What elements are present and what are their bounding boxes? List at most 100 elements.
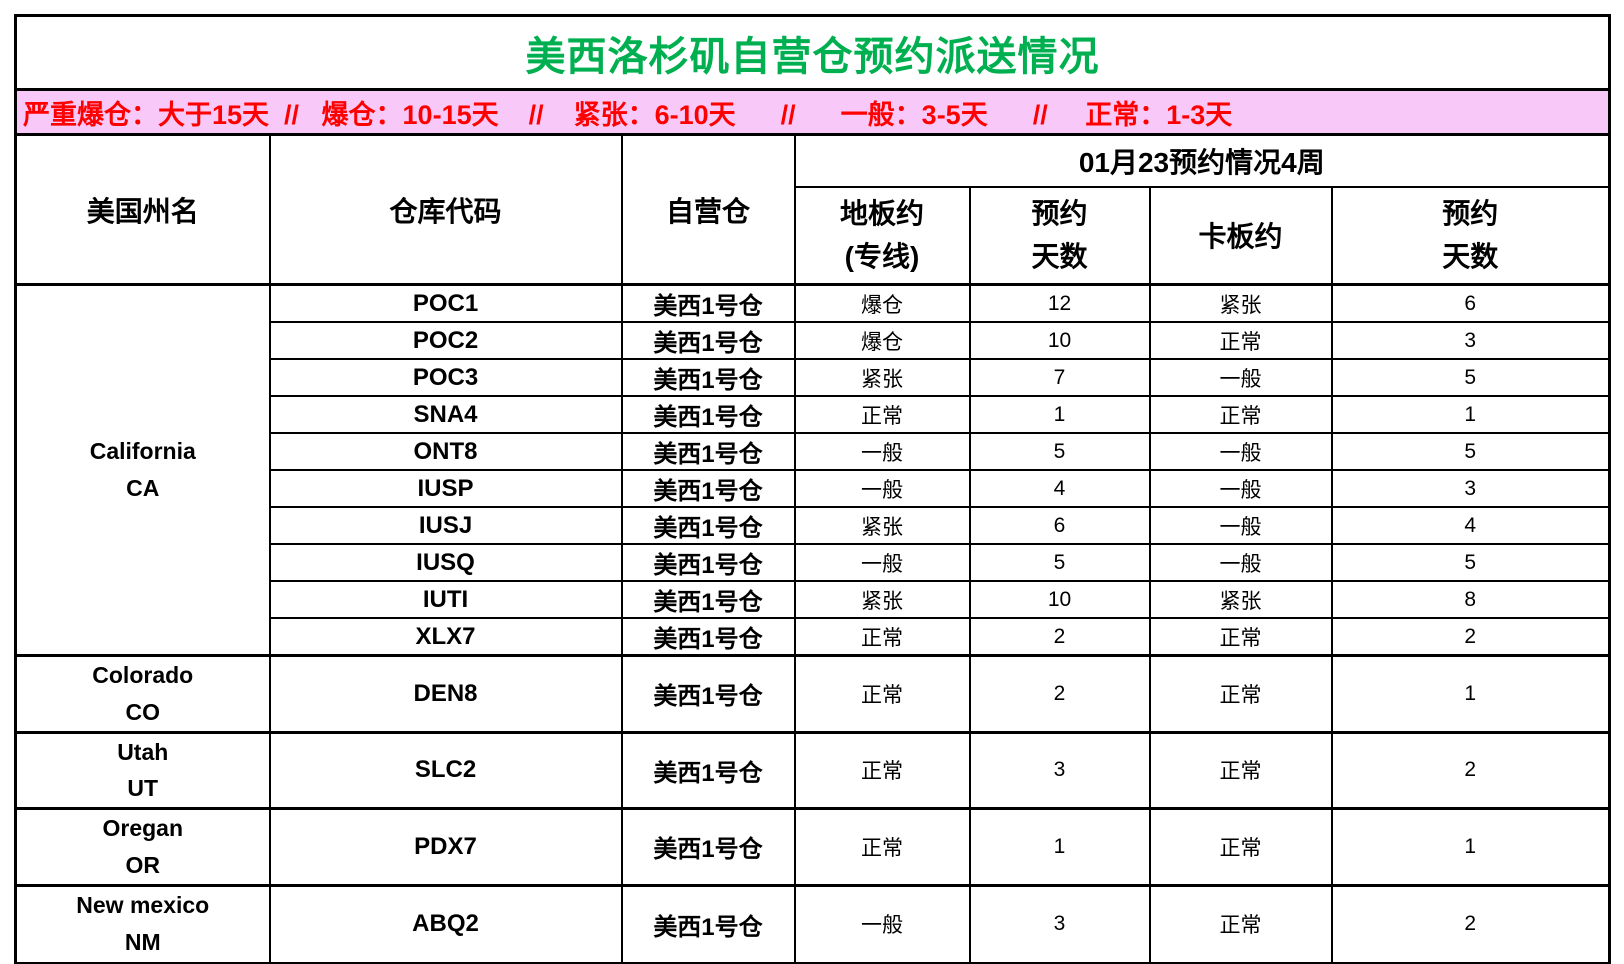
- state-abbr: CO: [125, 698, 161, 725]
- floor-status-cell: 正常: [793, 395, 971, 434]
- appt-days-line1: 预约: [1442, 197, 1499, 229]
- own-warehouse-cell: 美西1号仓: [620, 543, 796, 582]
- own-warehouse-cell: 美西1号仓: [620, 617, 796, 657]
- pallet-days-cell: 5: [1330, 543, 1611, 582]
- floor-status-cell: 一般: [793, 469, 971, 508]
- pallet-days-cell: 5: [1330, 358, 1611, 397]
- table-row: IUTI 美西1号仓 紧张 10 紧张 8: [16, 580, 1611, 619]
- table-row: POC2 美西1号仓 爆仓 10 正常 3: [16, 321, 1611, 360]
- col-header-warehouse-code: 仓库代码: [268, 133, 623, 286]
- pallet-status-cell: 正常: [1148, 807, 1333, 887]
- state-abbr: OR: [125, 851, 161, 878]
- pallet-status-cell: 紧张: [1148, 580, 1333, 619]
- floor-days-cell: 7: [968, 358, 1151, 397]
- col-header-own-warehouse: 自营仓: [620, 133, 796, 286]
- floor-days-cell: 5: [968, 543, 1151, 582]
- floor-status-cell: 正常: [793, 617, 971, 657]
- table-row: SNA4 美西1号仓 正常 1 正常 1: [16, 395, 1611, 434]
- warehouse-code-cell: DEN8: [268, 654, 623, 734]
- floor-appt-line2: (专线): [844, 241, 920, 273]
- table-row: California CA POC1 美西1号仓 爆仓 12 紧张 6: [14, 283, 1611, 657]
- pallet-days-cell: 6: [1330, 283, 1611, 323]
- pallet-days-cell: 4: [1330, 506, 1611, 545]
- legend-row: 严重爆仓：大于15天 // 爆仓：10-15天 // 紧张：6-10天 // 一…: [14, 88, 1611, 136]
- col-header-pallet-appt: 卡板约: [1148, 185, 1333, 286]
- floor-days-cell: 1: [968, 807, 1151, 887]
- own-warehouse-cell: 美西1号仓: [620, 883, 796, 964]
- floor-days-cell: 10: [968, 321, 1151, 360]
- own-warehouse-cell: 美西1号仓: [620, 469, 796, 508]
- table-row: ONT8 美西1号仓 一般 5 一般 5: [16, 432, 1611, 471]
- state-abbr: UT: [127, 775, 159, 802]
- col-header-floor-appt: 地板约 (专线): [793, 185, 971, 286]
- warehouse-code-cell: XLX7: [268, 617, 623, 657]
- state-abbr: CA: [126, 475, 160, 501]
- floor-days-cell: 2: [968, 617, 1151, 657]
- table-row: New mexico NM ABQ2 美西1号仓 一般 3 正常 2: [14, 883, 1611, 964]
- floor-status-cell: 正常: [793, 807, 971, 887]
- pallet-days-cell: 1: [1330, 807, 1611, 887]
- pallet-status-cell: 正常: [1148, 321, 1333, 360]
- state-name: Colorado: [92, 662, 194, 688]
- state-cell-colorado: Colorado CO: [14, 654, 271, 734]
- table-row: Oregan OR PDX7 美西1号仓 正常 1 正常 1: [14, 807, 1611, 887]
- pallet-days-cell: 3: [1330, 469, 1611, 508]
- own-warehouse-cell: 美西1号仓: [620, 432, 796, 471]
- appt-days-line2: 天数: [1031, 241, 1088, 273]
- pallet-status-cell: 一般: [1148, 358, 1333, 397]
- floor-days-cell: 6: [968, 506, 1151, 545]
- warehouse-code-cell: IUTI: [268, 580, 623, 619]
- floor-days-cell: 3: [968, 883, 1151, 964]
- own-warehouse-cell: 美西1号仓: [620, 395, 796, 434]
- warehouse-code-cell: ONT8: [268, 432, 623, 471]
- floor-status-cell: 紧张: [793, 580, 971, 619]
- floor-status-cell: 紧张: [793, 358, 971, 397]
- col-header-state: 美国州名: [14, 133, 271, 286]
- table-row: IUSJ 美西1号仓 紧张 6 一般 4: [16, 506, 1611, 545]
- warehouse-code-cell: POC3: [268, 358, 623, 397]
- col-header-period: 01月23预约情况4周: [793, 133, 1611, 188]
- pallet-days-cell: 5: [1330, 432, 1611, 471]
- warehouse-status-table: 美西洛杉矶自营仓预约派送情况 严重爆仓：大于15天 // 爆仓：10-15天 /…: [14, 14, 1612, 964]
- header-row-2: 地板约 (专线) 预约 天数 卡板约 预约 天数: [16, 185, 1611, 286]
- pallet-status-cell: 一般: [1148, 543, 1333, 582]
- appt-days-line2: 天数: [1442, 241, 1499, 273]
- floor-days-cell: 5: [968, 432, 1151, 471]
- table-row: IUSQ 美西1号仓 一般 5 一般 5: [16, 543, 1611, 582]
- pallet-days-cell: 8: [1330, 580, 1611, 619]
- pallet-days-cell: 1: [1330, 395, 1611, 434]
- col-header-appt-days-1: 预约 天数: [968, 185, 1151, 286]
- warehouse-code-cell: IUSJ: [268, 506, 623, 545]
- state-cell-new-mexico: New mexico NM: [14, 883, 271, 964]
- warehouse-code-cell: IUSP: [268, 469, 623, 508]
- warehouse-code-cell: ABQ2: [268, 883, 623, 964]
- pallet-days-cell: 3: [1330, 321, 1611, 360]
- floor-status-cell: 一般: [793, 883, 971, 964]
- floor-status-cell: 一般: [793, 432, 971, 471]
- pallet-status-cell: 正常: [1148, 617, 1333, 657]
- state-name: California: [89, 438, 196, 465]
- pallet-days-cell: 2: [1330, 730, 1611, 810]
- state-cell-california: California CA: [14, 283, 271, 657]
- own-warehouse-cell: 美西1号仓: [620, 730, 796, 810]
- pallet-days-cell: 2: [1330, 617, 1611, 657]
- page-title: 美西洛杉矶自营仓预约派送情况: [14, 14, 1611, 91]
- own-warehouse-cell: 美西1号仓: [620, 358, 796, 397]
- floor-days-cell: 3: [968, 730, 1151, 810]
- warehouse-code-cell: POC2: [268, 321, 623, 360]
- own-warehouse-cell: 美西1号仓: [620, 321, 796, 360]
- own-warehouse-cell: 美西1号仓: [620, 654, 796, 734]
- floor-status-cell: 正常: [793, 654, 971, 734]
- pallet-status-cell: 正常: [1148, 654, 1333, 734]
- warehouse-code-cell: POC1: [268, 283, 623, 323]
- warehouse-code-cell: SNA4: [268, 395, 623, 434]
- appt-days-line1: 预约: [1031, 197, 1088, 229]
- state-cell-oregan: Oregan OR: [14, 807, 271, 887]
- pallet-status-cell: 一般: [1148, 432, 1333, 471]
- pallet-status-cell: 一般: [1148, 506, 1333, 545]
- pallet-status-cell: 正常: [1148, 730, 1333, 810]
- pallet-days-cell: 1: [1330, 654, 1611, 734]
- own-warehouse-cell: 美西1号仓: [620, 283, 796, 323]
- state-name: Oregan: [102, 815, 184, 842]
